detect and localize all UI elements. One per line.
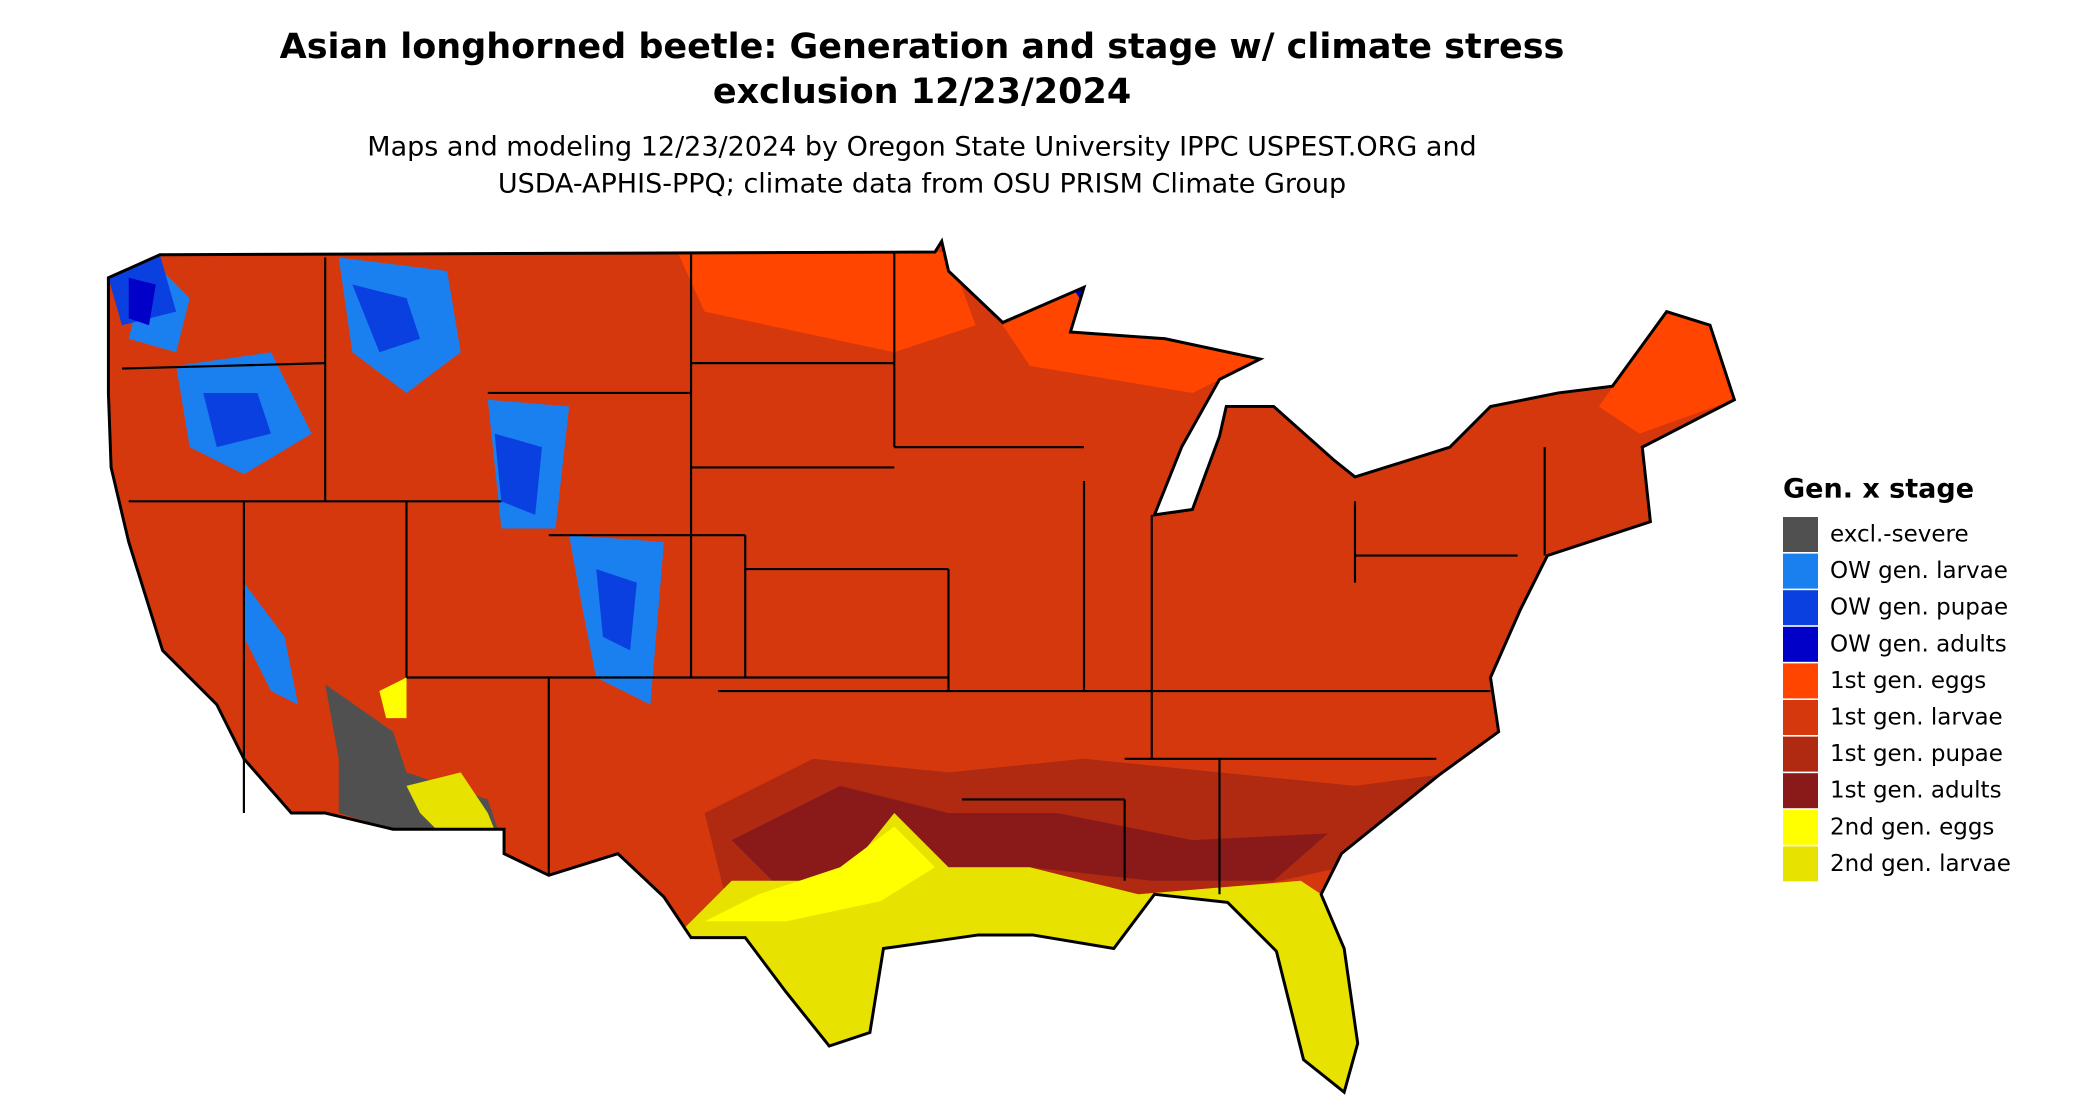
land [108, 241, 1735, 1093]
title: exclusion 12/23/2024 [713, 72, 1131, 112]
map-region [203, 392, 271, 448]
legend: excl.-severe OW gen. larvae OW gen. pupae O… [1783, 517, 2011, 882]
map-region [1002, 287, 1261, 393]
legend-title: Gen. x stage [1783, 474, 1974, 505]
regions [108, 252, 1735, 1093]
map-region [494, 433, 542, 515]
legend-label: excl.-severe [1830, 522, 1969, 548]
map-region [243, 582, 299, 705]
legend-label: 2nd gen. larvae [1830, 851, 2011, 877]
legend-label: 2nd gen. eggs [1830, 814, 1994, 840]
map-region [352, 284, 421, 353]
title: Asian longhorned beetle: Generation and … [280, 27, 1565, 67]
legend-swatch [1783, 773, 1818, 809]
legend-swatch [1783, 590, 1818, 626]
legend-swatch [1783, 553, 1818, 589]
state-line [121, 362, 326, 370]
subtitle: Maps and modeling 12/23/2024 by Oregon S… [367, 132, 1476, 163]
legend-swatch [1783, 700, 1818, 735]
us-outline [106, 237, 1737, 1095]
legend-label: OW gen. larvae [1830, 558, 2008, 584]
map-region [596, 569, 637, 651]
legend-label: 1st gen. adults [1830, 778, 2002, 804]
map-region [704, 826, 935, 922]
us-map [106, 237, 1737, 1095]
map-region [677, 252, 976, 353]
map-region [128, 277, 156, 326]
legend-swatch [1783, 626, 1818, 662]
legend-swatch [1783, 809, 1818, 845]
legend-label: 1st gen. eggs [1830, 668, 1986, 694]
legend-swatch [1783, 846, 1818, 882]
legend-swatch [1783, 663, 1818, 699]
legend-swatch [1783, 736, 1818, 772]
legend-label: 1st gen. pupae [1830, 741, 2003, 767]
map-region [1598, 311, 1735, 434]
legend-label: OW gen. pupae [1830, 595, 2008, 621]
legend-label: OW gen. adults [1830, 631, 2007, 657]
legend-swatch [1783, 517, 1818, 552]
subtitle: USDA-APHIS-PPQ; climate data from OSU PR… [498, 169, 1346, 200]
legend-label: 1st gen. larvae [1830, 705, 2003, 731]
